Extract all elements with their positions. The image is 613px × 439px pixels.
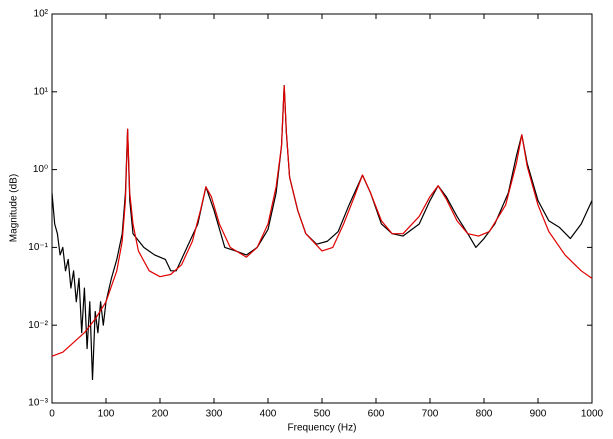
- y-tick-label: 10⁰: [33, 164, 48, 175]
- y-tick-label: 10⁻³: [28, 398, 48, 409]
- y-tick-label: 10¹: [34, 86, 49, 97]
- y-tick-label: 10²: [34, 9, 49, 20]
- x-tick-label: 900: [530, 409, 547, 420]
- y-tick-label: 10⁻²: [28, 320, 48, 331]
- plot-box: [51, 13, 593, 404]
- x-tick-label: 1000: [581, 409, 604, 420]
- series-line: [51, 85, 593, 357]
- x-tick-label: 800: [476, 409, 493, 420]
- y-axis-label: Magnitude (dB): [9, 174, 20, 242]
- x-tick-label: 100: [98, 409, 115, 420]
- x-tick-label: 300: [206, 409, 223, 420]
- x-tick-label: 0: [49, 409, 55, 420]
- x-tick-label: 200: [152, 409, 169, 420]
- x-tick-label: 400: [260, 409, 277, 420]
- x-tick-label: 500: [314, 409, 331, 420]
- x-tick-label: 600: [368, 409, 385, 420]
- x-tick-label: 700: [422, 409, 439, 420]
- x-axis-label: Frequency (Hz): [288, 423, 357, 434]
- y-tick-label: 10⁻¹: [28, 242, 48, 253]
